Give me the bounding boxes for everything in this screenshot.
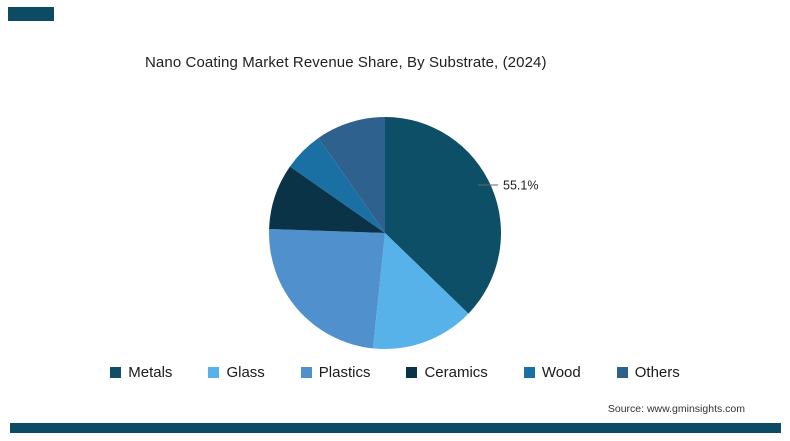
pie-slice-wood xyxy=(289,137,385,233)
chart-title: Nano Coating Market Revenue Share, By Su… xyxy=(145,54,547,71)
brand-bar-bottom xyxy=(10,423,781,433)
pie-slice-glass xyxy=(372,233,469,349)
legend-label: Others xyxy=(634,364,680,381)
legend-swatch-plastics xyxy=(300,367,312,378)
legend-item-plastics: Plastics xyxy=(300,364,371,381)
pie-slice-metals xyxy=(385,117,501,314)
legend-label: Metals xyxy=(128,364,173,381)
pie-slice-plastics xyxy=(268,228,385,349)
legend-swatch-ceramics xyxy=(406,367,418,378)
pie-slice-others xyxy=(318,117,385,233)
legend-swatch-wood xyxy=(523,367,535,378)
source-text: Source: www.gminsights.com xyxy=(607,403,745,415)
pie-data-label: 55.1% xyxy=(503,179,538,193)
legend-label: Glass xyxy=(226,364,265,381)
legend-item-wood: Wood xyxy=(523,364,581,381)
legend-swatch-glass xyxy=(208,367,220,378)
brand-tab-top-left xyxy=(8,7,54,21)
legend-label: Ceramics xyxy=(424,364,488,381)
legend: Metals Glass Plastics Ceramics Wood Others xyxy=(0,364,790,381)
legend-swatch-others xyxy=(616,367,628,378)
legend-item-glass: Glass xyxy=(208,364,265,381)
legend-label: Wood xyxy=(541,364,581,381)
legend-item-ceramics: Ceramics xyxy=(406,364,488,381)
legend-label: Plastics xyxy=(318,364,371,381)
legend-item-metals: Metals xyxy=(110,364,172,381)
legend-item-others: Others xyxy=(616,364,680,381)
legend-swatch-metals xyxy=(110,367,122,378)
pie-chart: 55.1% xyxy=(268,117,538,349)
pie-slice-ceramics xyxy=(269,166,385,233)
